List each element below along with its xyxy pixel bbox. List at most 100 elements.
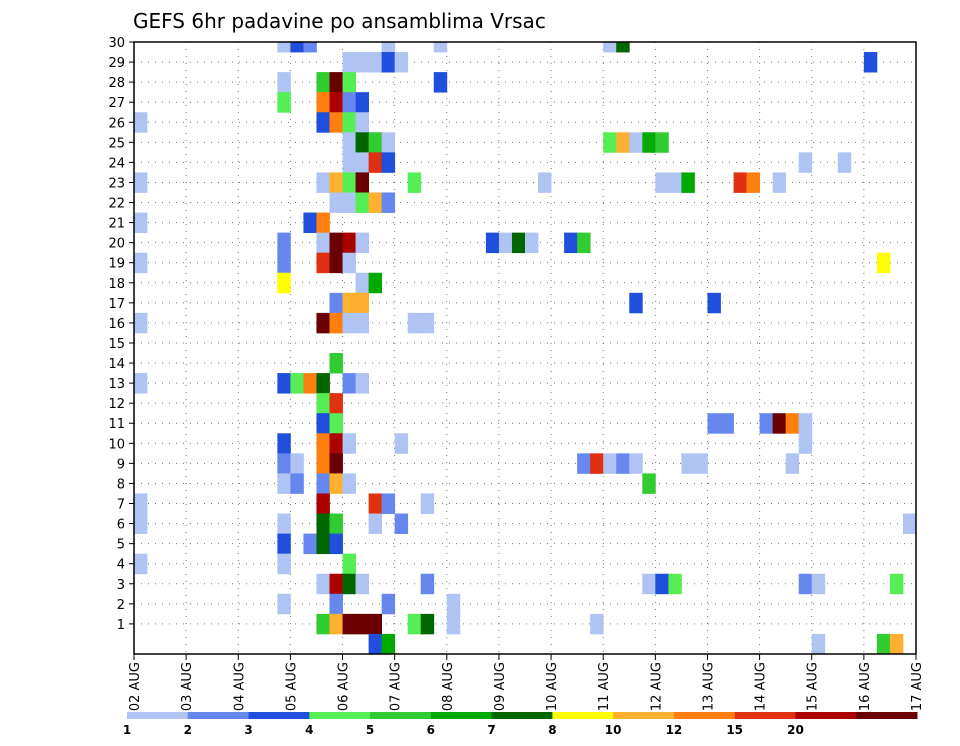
precip-cell [629, 292, 643, 314]
colorbar-segment [856, 712, 918, 719]
colorbar-label: 20 [787, 723, 804, 737]
precip-cell [342, 172, 356, 193]
precip-cell [355, 152, 369, 173]
precip-cell [342, 433, 356, 454]
precip-cell [329, 112, 343, 133]
precip-cell [420, 312, 435, 334]
precip-cell [707, 413, 721, 434]
precip-cell [134, 112, 148, 133]
precip-cell [134, 513, 148, 535]
y-axis-ticks: 1234567891011121314151617181920212223242… [108, 36, 134, 633]
colorbar-segment [613, 712, 675, 719]
precip-cell [342, 112, 356, 133]
y-tick-label: 1 [117, 618, 125, 633]
precip-cell [811, 573, 826, 595]
precip-cell [381, 633, 396, 655]
precip-cell [381, 52, 396, 73]
x-tick-label: 03 AUG [180, 662, 195, 711]
precip-cell [134, 373, 148, 394]
precip-cell [355, 52, 369, 73]
precip-cell [394, 433, 409, 454]
precip-cell [290, 373, 304, 394]
precip-cell [277, 252, 291, 274]
y-tick-label: 19 [108, 257, 125, 272]
precip-cell [329, 533, 343, 555]
precip-cell [316, 433, 330, 454]
precip-cell [733, 172, 747, 193]
precip-cell [316, 573, 330, 595]
colorbar-label: 15 [726, 723, 743, 737]
precip-cell [837, 152, 852, 173]
precip-cell [368, 132, 383, 153]
precip-cell [668, 573, 682, 595]
y-tick-label: 13 [108, 377, 125, 392]
x-tick-label: 17 AUG [910, 662, 925, 711]
precip-cell [902, 513, 917, 535]
colorbar-legend: 1 2 3 4 5 6 7 8 10 12 15 20 [123, 712, 918, 737]
x-tick-label: 04 AUG [232, 662, 247, 711]
precip-cell [342, 232, 356, 254]
colorbar-segment [187, 712, 250, 719]
precip-cell [316, 513, 330, 535]
precip-cell [316, 112, 330, 133]
y-tick-label: 3 [117, 578, 125, 593]
precip-cell [381, 152, 396, 173]
y-tick-label: 5 [117, 538, 125, 553]
colorbar-segment [552, 712, 614, 719]
y-tick-label: 17 [108, 297, 125, 312]
precip-cell [876, 633, 891, 655]
precip-cell [785, 413, 800, 434]
precip-cell [681, 453, 695, 474]
precip-cell [368, 152, 383, 173]
colorbar-label: 4 [305, 723, 313, 737]
precip-cell [277, 433, 291, 454]
precip-cell [629, 453, 643, 474]
y-tick-label: 22 [108, 197, 125, 212]
y-tick-label: 12 [108, 397, 125, 412]
y-tick-label: 23 [108, 176, 125, 191]
y-tick-label: 16 [108, 317, 125, 332]
y-tick-label: 25 [108, 136, 125, 151]
precip-cell [303, 212, 317, 234]
precip-cell [368, 52, 383, 73]
precip-cell [329, 312, 343, 334]
precip-cell [720, 413, 734, 434]
precip-cell [290, 473, 304, 494]
precip-cell [277, 42, 291, 53]
precip-cell [342, 473, 356, 494]
precip-cell [485, 232, 500, 254]
precip-cell [329, 393, 343, 414]
y-tick-label: 15 [108, 337, 125, 352]
precip-cells [134, 42, 917, 655]
precip-cell [616, 453, 630, 474]
precip-cell [329, 252, 343, 274]
x-tick-label: 02 AUG [128, 662, 143, 711]
precip-cell [316, 172, 330, 193]
x-tick-label: 05 AUG [284, 662, 299, 711]
precip-cell [342, 373, 356, 394]
precip-cell [329, 513, 343, 535]
precip-cell [329, 613, 343, 635]
y-tick-label: 8 [117, 477, 125, 492]
precip-cell [329, 453, 343, 474]
y-tick-label: 21 [108, 217, 125, 232]
x-tick-label: 14 AUG [754, 662, 769, 711]
precip-cell [590, 613, 604, 635]
precip-cell [329, 413, 343, 434]
precip-cell [407, 312, 422, 334]
precip-cell [707, 292, 721, 314]
precip-cell [538, 172, 552, 193]
precip-cell [446, 613, 461, 635]
precip-cell [590, 453, 604, 474]
precip-cell [368, 513, 383, 535]
precip-cell [798, 573, 813, 595]
colorbar-label: 5 [366, 723, 374, 737]
precip-cell [329, 433, 343, 454]
precip-cell [655, 573, 669, 595]
precip-cell [303, 42, 317, 53]
precip-cell [316, 393, 330, 414]
precip-cell [316, 473, 330, 494]
precip-cell [355, 312, 369, 334]
y-tick-label: 11 [108, 417, 125, 432]
